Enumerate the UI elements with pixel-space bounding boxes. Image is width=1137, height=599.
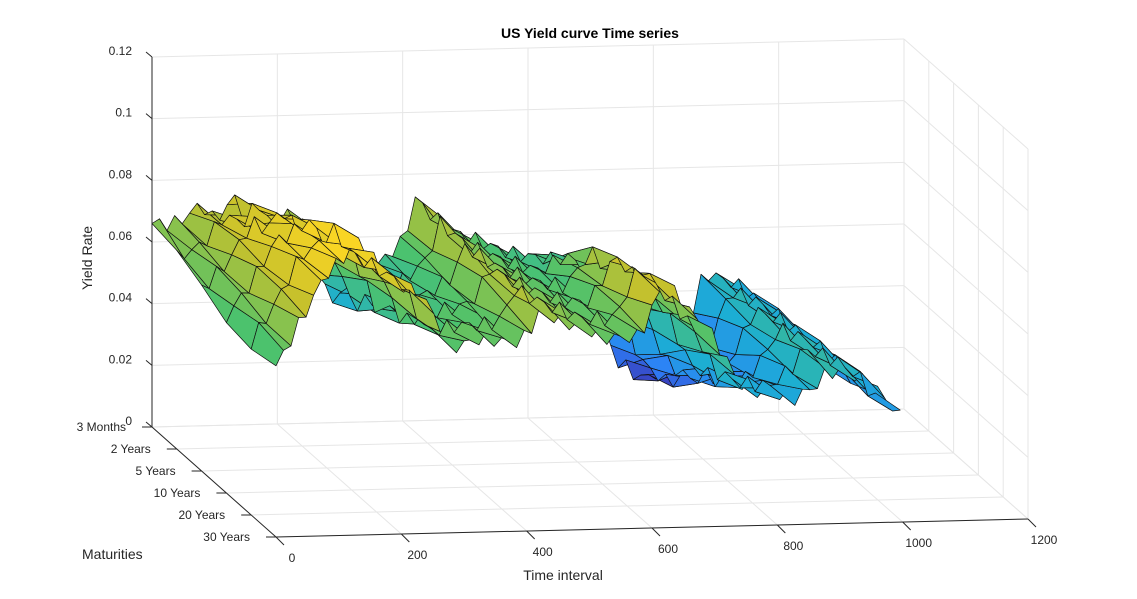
x-tick-mark — [902, 521, 912, 531]
z-tick-label: 0.06 — [109, 229, 133, 243]
floor-x-gridline — [402, 420, 527, 532]
x-tick-label: 1000 — [905, 536, 932, 550]
z-axis-label: Yield Rate — [79, 226, 95, 290]
axis-layer: 0 0.02 0.04 0.06 0.08 0.1 0.12 3 Months 2 Years 5… — [77, 44, 1058, 565]
x-tick-mark — [526, 530, 536, 540]
floor-x-gridline — [527, 417, 653, 529]
surface-patch — [867, 392, 901, 412]
x-tick-label: 0 — [289, 551, 296, 565]
x-tick-mark — [275, 536, 285, 546]
floor-x-gridline — [653, 414, 778, 526]
y-tick-label: 2 Years — [111, 442, 151, 456]
y-tick-label: 10 Years — [154, 486, 201, 500]
z-tick-mark — [145, 174, 153, 181]
y-tick-label: 20 Years — [178, 508, 225, 522]
y-axis-label: Maturities — [82, 546, 143, 562]
floor-x-gridline — [778, 411, 903, 523]
floor-y-gridline — [151, 408, 905, 428]
z-tick-label: 0.02 — [109, 352, 133, 366]
z-tick-label: 0 — [125, 414, 132, 428]
x-tick-label: 200 — [407, 548, 427, 562]
floor-x-gridline — [903, 408, 1029, 520]
x-tick-mark — [776, 524, 786, 534]
z-tick-mark — [145, 359, 153, 366]
y-axis-line — [151, 426, 277, 538]
z-tick-mark — [145, 236, 153, 243]
side-wall-z-gridline — [903, 223, 1029, 335]
floor-y-gridline — [226, 474, 979, 494]
x-tick-label: 400 — [533, 545, 553, 559]
chart-title: US Yield curve Time series — [501, 25, 679, 41]
z-tick-label: 0.08 — [109, 167, 133, 181]
floor-y-gridline — [176, 430, 929, 450]
z-tick-mark — [145, 421, 153, 428]
floor-x-gridline — [277, 423, 402, 535]
z-tick-label: 0.04 — [109, 291, 133, 305]
x-tick-mark — [1027, 518, 1037, 528]
x-tick-label: 1200 — [1031, 533, 1058, 547]
x-tick-mark — [651, 527, 661, 537]
floor-y-gridline — [251, 496, 1004, 516]
z-tick-mark — [145, 113, 153, 120]
grid-layer — [151, 38, 1029, 538]
y-tick-label: 5 Years — [136, 464, 176, 478]
x-tick-label: 600 — [658, 542, 678, 556]
floor-y-gridline — [201, 452, 954, 472]
label-layer: US Yield curve Time series Yield Rate Ma… — [79, 25, 679, 583]
y-tick-label: 3 Months — [77, 420, 126, 434]
z-tick-mark — [145, 298, 153, 305]
x-tick-mark — [400, 533, 410, 543]
x-axis-label: Time interval — [523, 567, 603, 583]
side-wall-z-gridline — [903, 285, 1029, 397]
y-tick-label: 30 Years — [203, 530, 250, 544]
side-wall-z-gridline — [903, 38, 1029, 150]
z-tick-mark — [145, 51, 153, 58]
side-wall-z-gridline — [903, 161, 1029, 273]
x-tick-label: 800 — [783, 539, 803, 553]
side-wall-z-gridline — [903, 100, 1029, 212]
surface-layer — [151, 194, 901, 412]
z-tick-label: 0.12 — [109, 44, 133, 58]
z-tick-label: 0.1 — [115, 106, 132, 120]
side-wall-z-gridline — [903, 346, 1029, 458]
